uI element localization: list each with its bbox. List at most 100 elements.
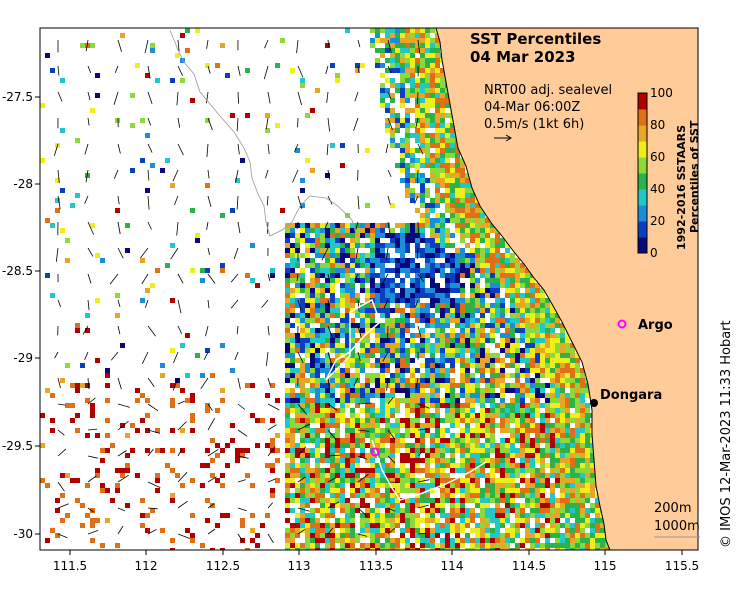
sst-cell — [285, 503, 290, 508]
sst-cell — [585, 513, 590, 518]
sst-cell — [515, 473, 520, 478]
sst-cell — [575, 518, 580, 523]
sst-cell — [465, 498, 470, 503]
sst-cell — [495, 503, 500, 508]
sst-cell — [150, 283, 155, 288]
sst-cell — [545, 323, 550, 328]
sst-cell — [285, 238, 290, 243]
sst-cell — [445, 448, 450, 453]
sst-cell — [350, 258, 355, 263]
sst-cell — [400, 548, 405, 550]
sst-cell — [385, 128, 390, 133]
sst-cell — [320, 228, 325, 233]
sst-cell — [310, 453, 315, 458]
sst-cell — [490, 278, 495, 283]
sst-cell — [410, 38, 415, 43]
sst-cell — [360, 388, 365, 393]
sst-cell — [340, 548, 345, 550]
sst-cell — [490, 388, 495, 393]
sst-cell — [155, 448, 160, 453]
sst-cell — [545, 318, 550, 323]
sst-cell — [420, 118, 425, 123]
sst-cell — [490, 543, 495, 548]
sst-cell — [350, 463, 355, 468]
sst-cell — [385, 123, 390, 128]
sst-cell — [580, 438, 585, 443]
sst-cell — [425, 143, 430, 148]
sst-cell — [355, 473, 360, 478]
sst-cell — [440, 503, 445, 508]
sst-cell — [145, 133, 150, 138]
sst-cell — [530, 463, 535, 468]
sst-cell — [305, 393, 310, 398]
sst-cell — [555, 358, 560, 363]
sst-cell — [400, 288, 405, 293]
sst-cell — [360, 548, 365, 550]
sst-cell — [380, 228, 385, 233]
sst-cell — [210, 503, 215, 508]
sst-cell — [295, 243, 300, 248]
sst-cell — [325, 263, 330, 268]
sst-cell — [300, 408, 305, 413]
sst-cell — [415, 208, 420, 213]
current-vector — [87, 65, 92, 74]
current-vector — [297, 403, 308, 415]
sst-cell — [370, 328, 375, 333]
sst-cell — [525, 408, 530, 413]
sst-cell — [380, 28, 385, 33]
sst-cell — [435, 173, 440, 178]
sst-cell — [560, 373, 565, 378]
sst-cell — [575, 403, 580, 408]
sst-cell — [360, 468, 365, 473]
sst-cell — [325, 368, 330, 373]
sst-cell — [530, 363, 535, 368]
sst-cell — [525, 283, 530, 288]
sst-cell — [435, 473, 440, 478]
sst-cell — [300, 328, 305, 333]
sst-cell — [545, 423, 550, 428]
sst-cell — [425, 98, 430, 103]
sst-cell — [530, 448, 535, 453]
sst-cell — [465, 193, 470, 198]
sst-cell — [460, 253, 465, 258]
sst-cell — [565, 358, 570, 363]
sst-cell — [435, 533, 440, 538]
sst-cell — [490, 273, 495, 278]
sst-cell — [350, 238, 355, 243]
sst-cell — [330, 303, 335, 308]
sst-cell — [300, 343, 305, 348]
sst-cell — [530, 458, 535, 463]
sst-cell — [420, 503, 425, 508]
sst-cell — [320, 408, 325, 413]
sst-cell — [400, 488, 405, 493]
sst-cell — [585, 523, 590, 528]
sst-cell — [300, 178, 305, 183]
sst-cell — [325, 43, 330, 48]
sst-cell — [235, 178, 240, 183]
sst-cell — [520, 468, 525, 473]
sst-cell — [395, 543, 400, 548]
sst-cell — [170, 398, 175, 403]
sst-cell — [445, 273, 450, 278]
sst-cell — [550, 473, 555, 478]
sst-cell — [295, 488, 300, 493]
current-vector — [417, 428, 430, 431]
sst-cell — [535, 323, 540, 328]
sst-cell — [430, 388, 435, 393]
sst-cell — [425, 53, 430, 58]
sst-cell — [570, 398, 575, 403]
sst-cell — [380, 428, 385, 433]
sst-cell — [500, 318, 505, 323]
sst-cell — [535, 308, 540, 313]
sst-cell — [470, 193, 475, 198]
sst-cell — [405, 543, 410, 548]
sst-cell — [310, 403, 315, 408]
sst-cell — [360, 408, 365, 413]
sst-cell — [565, 343, 570, 348]
sst-cell — [305, 418, 310, 423]
current-vector — [207, 418, 216, 431]
sst-cell — [505, 543, 510, 548]
sst-cell — [515, 338, 520, 343]
sst-cell — [470, 263, 475, 268]
sst-cell — [425, 38, 430, 43]
